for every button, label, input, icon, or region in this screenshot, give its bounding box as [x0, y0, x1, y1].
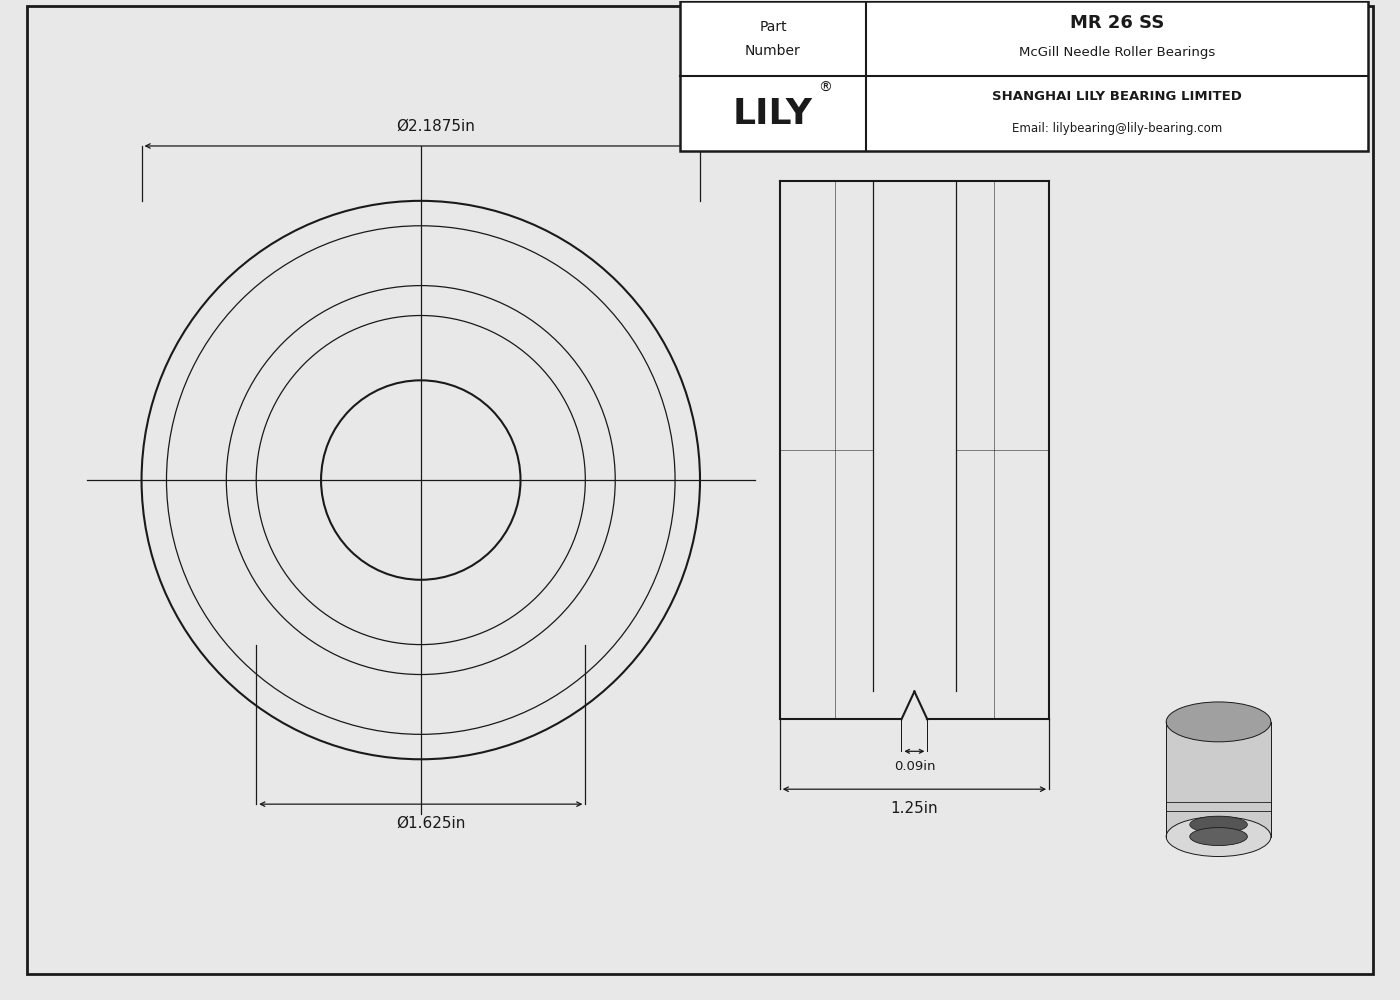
Ellipse shape	[1166, 817, 1271, 857]
Text: Ø1.625in: Ø1.625in	[396, 816, 465, 831]
Text: Ø2.1875in: Ø2.1875in	[396, 119, 475, 134]
Text: 1.25in: 1.25in	[890, 801, 938, 816]
Text: 0.09in: 0.09in	[893, 760, 935, 773]
Ellipse shape	[1166, 702, 1271, 742]
Text: SHANGHAI LILY BEARING LIMITED: SHANGHAI LILY BEARING LIMITED	[993, 90, 1242, 103]
Text: ®: ®	[818, 81, 832, 95]
Ellipse shape	[1190, 828, 1247, 846]
Text: Part: Part	[759, 20, 787, 34]
Text: Email: lilybearing@lily-bearing.com: Email: lilybearing@lily-bearing.com	[1012, 122, 1222, 135]
Text: LILY: LILY	[734, 97, 813, 131]
Text: McGill Needle Roller Bearings: McGill Needle Roller Bearings	[1019, 46, 1215, 59]
Ellipse shape	[1190, 816, 1247, 833]
Bar	[1166, 722, 1271, 837]
Text: MR 26 SS: MR 26 SS	[1070, 14, 1165, 32]
Text: Number: Number	[745, 44, 801, 58]
Bar	[680, 1, 1368, 151]
